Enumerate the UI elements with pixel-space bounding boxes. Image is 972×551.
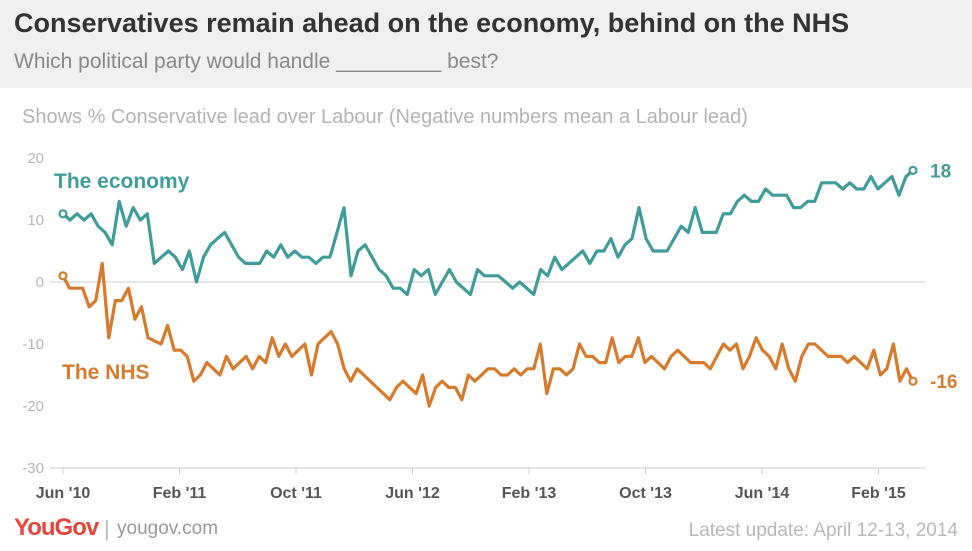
x-tick-label: Oct '13 — [619, 485, 672, 502]
y-tick-label: 20 — [27, 150, 44, 167]
y-tick-label: -30 — [22, 460, 44, 477]
header-band: Conservatives remain ahead on the econom… — [0, 0, 972, 88]
x-tick-label: Jun '12 — [385, 485, 440, 502]
y-tick-label: -20 — [22, 398, 44, 415]
footer-separator: | — [104, 516, 110, 541]
chart-subtitle: Which political party would handle _____… — [14, 50, 499, 73]
yougov-logo: YouGov — [14, 514, 99, 541]
chart-title: Conservatives remain ahead on the econom… — [14, 8, 850, 38]
x-tick-label: Feb '11 — [153, 485, 207, 502]
y-tick-label: -10 — [22, 336, 44, 353]
series-name-label: The economy — [54, 170, 190, 193]
x-tick-label: Oct '11 — [270, 485, 322, 502]
series-end-value-label: -16 — [930, 372, 957, 393]
x-axis-ticks: Jun '10 Feb '11 Oct '11 Jun '12 Feb '13 Oct '… — [36, 468, 906, 502]
footer-site-link[interactable]: yougov.com — [117, 518, 219, 539]
series-end-value-label: 18 — [930, 161, 951, 182]
latest-update: Latest update: April 12-13, 2014 — [688, 520, 958, 541]
series-line-nhs — [61, 261, 915, 408]
chart-note: Shows % Conservative lead over Labour (N… — [22, 106, 748, 128]
series-line-economy — [61, 168, 915, 296]
x-tick-label: Jun '10 — [36, 485, 91, 502]
y-axis-ticks: 20 10 0 -10 -20 -30 — [22, 150, 44, 477]
series-labels: The economy 18 The NHS -16 — [54, 161, 957, 393]
x-tick-label: Feb '13 — [502, 485, 557, 502]
y-tick-label: 0 — [36, 274, 44, 291]
series-name-label: The NHS — [62, 361, 150, 384]
series-end-marker — [908, 165, 918, 175]
x-tick-label: Jun '14 — [735, 485, 790, 502]
y-tick-label: 10 — [27, 212, 44, 229]
series-start-marker — [58, 209, 68, 219]
x-tick-label: Feb '15 — [851, 485, 906, 502]
series-end-marker — [908, 376, 918, 386]
series-lines — [58, 165, 918, 408]
series-start-marker — [58, 271, 68, 281]
